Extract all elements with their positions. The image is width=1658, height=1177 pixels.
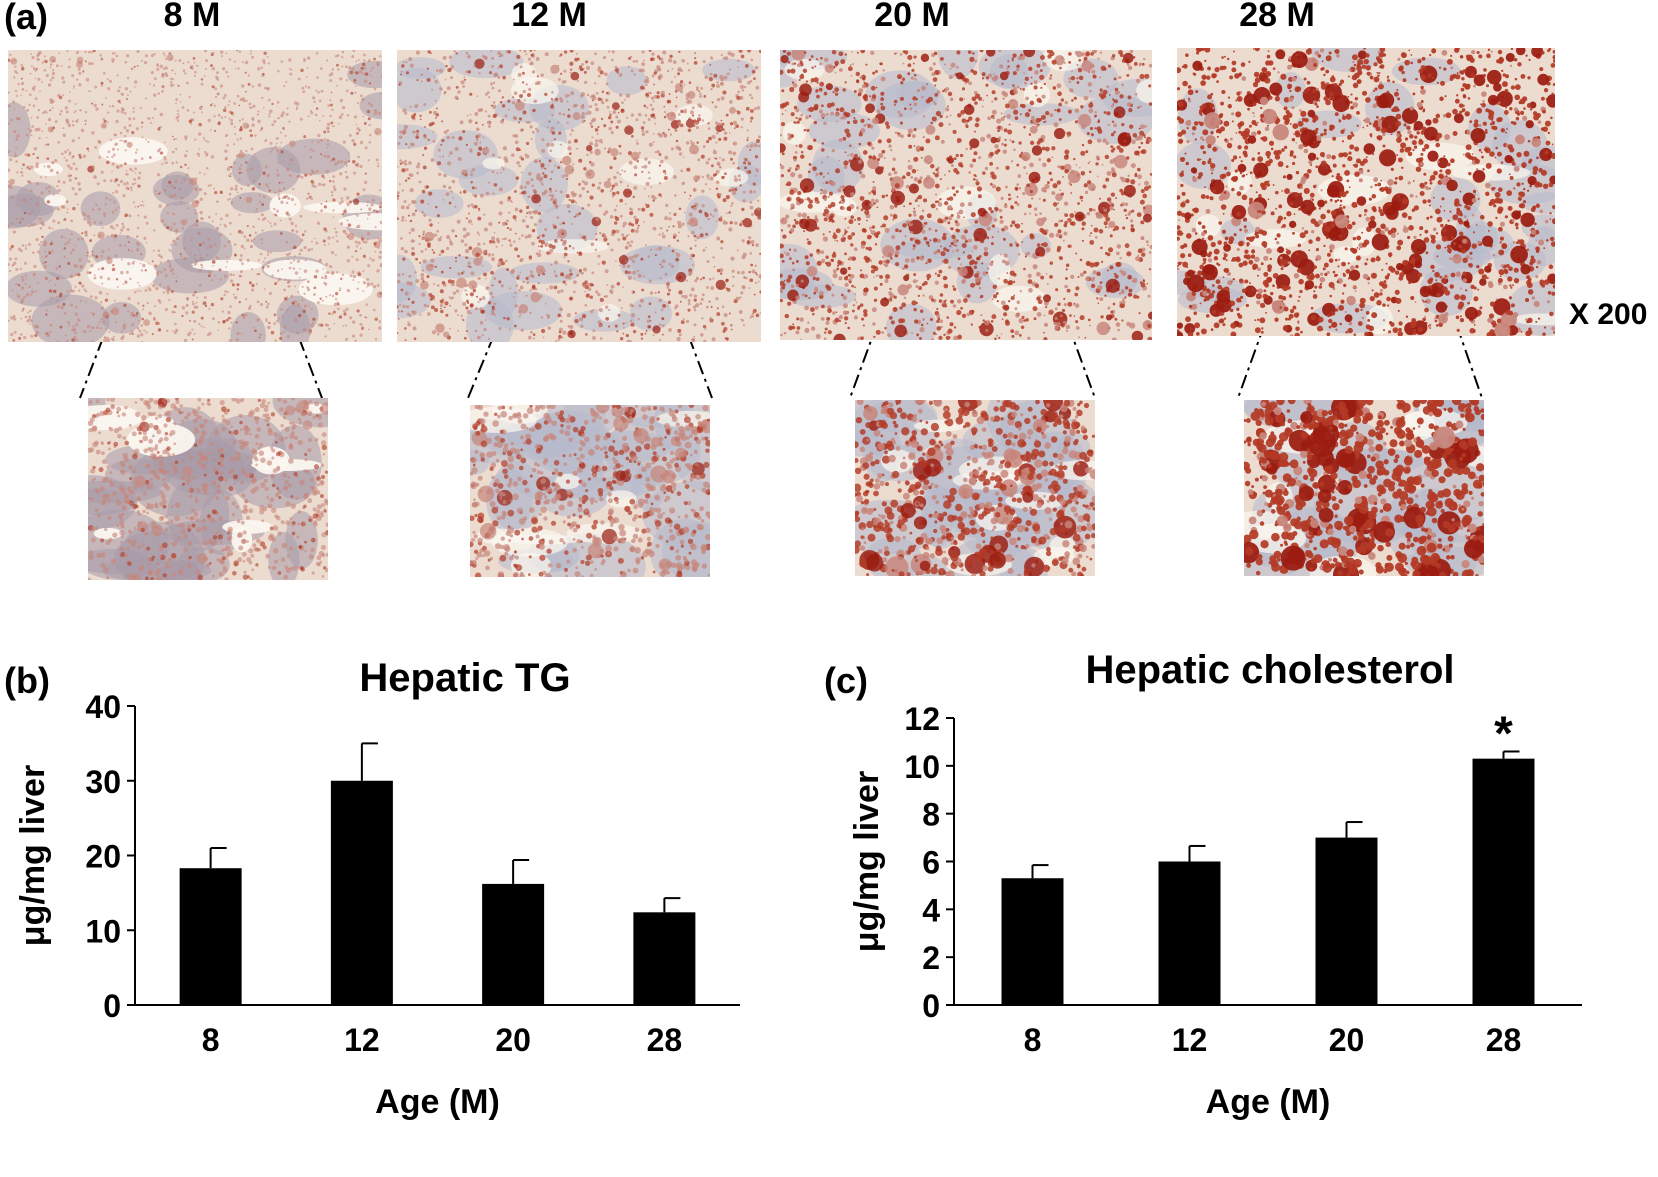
significance-marker: * [1494,707,1513,760]
x-axis-label: Age (M) [1206,1083,1331,1121]
tissue-texture [470,405,710,577]
x-tick-label: 12 [1172,1022,1208,1058]
y-tick-label: 2 [922,940,940,976]
tissue-texture [397,50,761,342]
x-axis-label: Age (M) [375,1083,500,1121]
y-tick-label: 40 [85,689,121,725]
tissue-texture [855,400,1095,576]
tissue-texture [88,398,328,580]
panel-a-label: (a) [4,0,48,37]
micrograph-inset-12m [470,405,710,577]
micrograph-inset-28m [1244,400,1484,576]
chart-hepatic-cholesterol: 0 2 4 6 8 10 12 8 12 20 28 * Age (M) μg/mg liver [848,701,1582,1121]
y-tick-label: 4 [922,892,940,928]
micrograph-inset-8m [88,398,328,580]
y-tick-label: 8 [922,797,940,833]
x-tick-label: 12 [344,1022,380,1058]
bar [1158,861,1221,1005]
y-tick-label: 20 [85,839,121,875]
panel-c-label: (c) [824,660,868,701]
micrograph-28m [1177,48,1555,336]
bar [482,883,545,1005]
y-tick-label: 0 [922,988,940,1024]
micrograph-12m [397,50,761,342]
bar [1001,878,1064,1005]
bar [1472,758,1535,1005]
age-label-8m: 8 M [163,0,221,34]
micrograph-8m [8,50,382,342]
panel-b-label: (b) [4,660,50,701]
magnification-label: X 200 [1569,298,1648,331]
bar [179,868,242,1005]
micrograph-20m [780,50,1152,340]
x-tick-label: 28 [1486,1022,1522,1058]
y-tick-label: 30 [85,764,121,800]
bar [1315,837,1378,1005]
y-tick-label: 10 [85,913,121,949]
tissue-texture [780,50,1152,340]
y-tick-label: 6 [922,845,940,881]
age-label-12m: 12 M [511,0,587,34]
y-axis-label: μg/mg liver [14,765,52,946]
tissue-texture [8,50,382,342]
y-tick-label: 0 [103,988,121,1024]
y-tick-label: 10 [904,749,940,785]
bar [330,780,393,1005]
chart-hepatic-tg: 0 10 20 30 40 8 12 20 28 Age (M) μg/mg liver [14,689,740,1121]
y-tick-label: 12 [904,701,940,737]
x-tick-label: 8 [202,1022,220,1058]
x-tick-label: 28 [647,1022,683,1058]
x-tick-label: 8 [1024,1022,1042,1058]
tissue-texture [1177,48,1555,336]
age-label-20m: 20 M [874,0,950,34]
tissue-texture [1244,400,1484,576]
y-axis-label: μg/mg liver [848,771,886,952]
age-label-28m: 28 M [1239,0,1315,34]
chart-title-cholesterol: Hepatic cholesterol [1085,648,1455,692]
micrograph-inset-20m [855,400,1095,576]
x-tick-label: 20 [1329,1022,1365,1058]
x-tick-label: 20 [495,1022,531,1058]
bar [633,912,696,1005]
chart-title-tg: Hepatic TG [359,656,571,700]
